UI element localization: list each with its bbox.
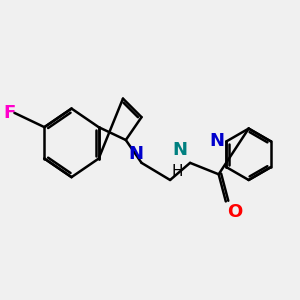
Text: N: N <box>128 145 143 163</box>
Text: N: N <box>173 141 188 159</box>
Text: F: F <box>4 104 16 122</box>
Text: N: N <box>209 132 224 150</box>
Text: H: H <box>171 164 183 179</box>
Text: O: O <box>227 203 242 221</box>
